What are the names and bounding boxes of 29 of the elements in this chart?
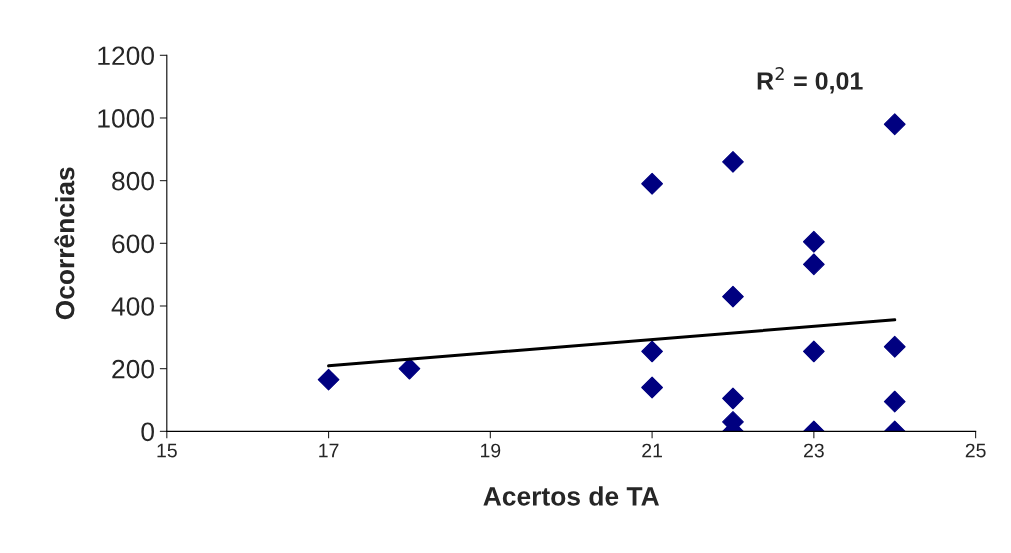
- y-tick-label: 1200: [98, 46, 154, 66]
- x-tick-label: 19: [481, 443, 501, 458]
- point: [641, 376, 663, 399]
- point: [802, 253, 825, 276]
- point: [722, 150, 744, 173]
- point: [883, 335, 906, 358]
- x-tick-label: 17: [319, 443, 339, 458]
- y-tick-label: 1000: [98, 109, 154, 128]
- y-tick-label: 800: [112, 171, 154, 191]
- x-tick-label: 25: [965, 443, 986, 458]
- y-tick-label: 0: [141, 422, 154, 442]
- point: [883, 113, 906, 136]
- point: [802, 230, 825, 253]
- y-axis-title: Ocorrências: [54, 167, 75, 320]
- point: [641, 340, 663, 363]
- x-axis-title: Acertos de TA: [483, 486, 659, 506]
- point: [883, 390, 906, 413]
- y-tick-label: 200: [112, 359, 154, 379]
- point: [317, 368, 340, 391]
- y-tick-label: 600: [112, 234, 154, 254]
- point: [641, 172, 663, 195]
- point: [802, 340, 825, 363]
- x-tick-label: 21: [642, 443, 662, 458]
- y-tick-label: 400: [111, 297, 154, 316]
- point: [722, 285, 744, 308]
- point: [722, 387, 744, 410]
- x-tick-label: 15: [157, 443, 177, 458]
- x-tick-label: 23: [804, 443, 824, 458]
- annotation: R$^{2}$ = 0,01: [757, 67, 863, 94]
